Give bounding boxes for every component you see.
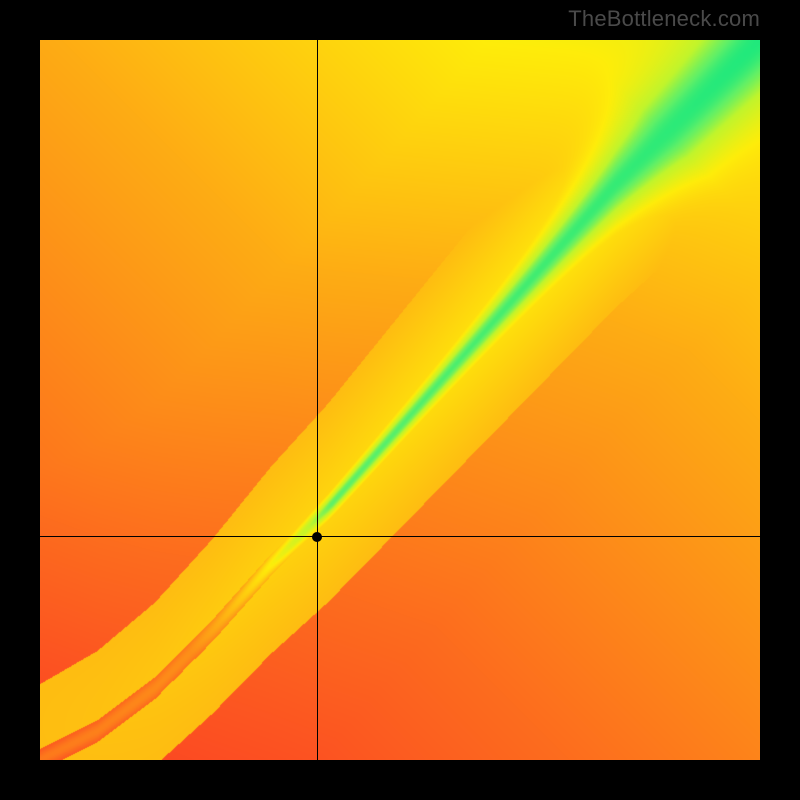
crosshair-point: [312, 532, 322, 542]
crosshair-vertical: [317, 40, 318, 760]
watermark-text: TheBottleneck.com: [568, 6, 760, 32]
chart-container: TheBottleneck.com: [0, 0, 800, 800]
crosshair-horizontal: [40, 536, 760, 537]
bottleneck-heatmap: [40, 40, 760, 760]
